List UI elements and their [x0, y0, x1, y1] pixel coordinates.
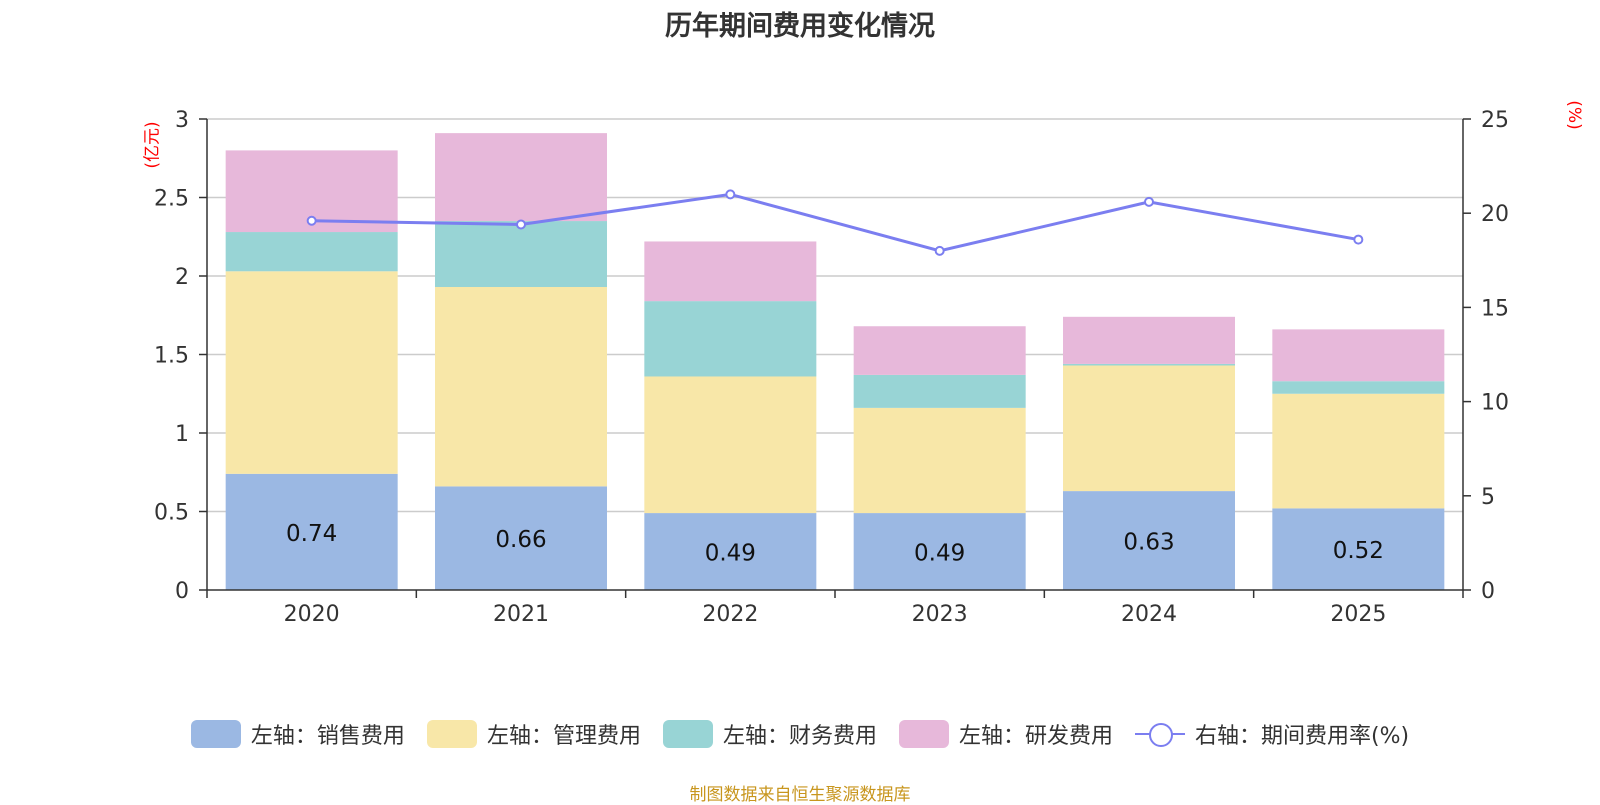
x-tick-label-2023: 2023 [912, 602, 968, 627]
legend-item-rnd[interactable]: 左轴：研发费用 [898, 718, 1113, 750]
right-tick-label-25: 25 [1481, 108, 1509, 133]
left-tick-label-2: 2 [175, 265, 189, 290]
bar-2020-series-2 [225, 232, 398, 272]
bar-label-2020: 0.74 [286, 521, 337, 547]
expense-rate-point-2021 [516, 219, 526, 230]
legend-label-sales: 左轴：销售费用 [250, 724, 405, 749]
left-tick-label-1.5: 1.5 [154, 344, 189, 369]
data-source-note: 制图数据来自恒生聚源数据库 [689, 785, 911, 805]
bar-2021-series-1 [435, 286, 607, 487]
legend-swatch-finance [662, 720, 713, 748]
legend-label-expense-rate: 右轴：期间费用率(%) [1194, 724, 1410, 749]
bar-2023-series-1 [853, 407, 1026, 514]
right-tick-label-20: 20 [1481, 202, 1509, 227]
x-tick-label-2025: 2025 [1330, 602, 1386, 627]
legend-swatch-admin [426, 720, 477, 748]
legend-item-admin[interactable]: 左轴：管理费用 [426, 718, 641, 750]
legend-label-rnd: 左轴：研发费用 [958, 724, 1113, 749]
left-tick-label-2.5: 2.5 [154, 187, 189, 212]
bar-2021-series-2 [435, 221, 607, 287]
expense-rate-point-2022 [725, 189, 736, 200]
chart-title: 历年期间费用变化情况 [665, 11, 935, 42]
right-tick-label-0: 0 [1481, 579, 1495, 604]
x-tick-label-2024: 2024 [1121, 602, 1177, 627]
bar-2024-series-2 [1063, 363, 1235, 366]
bar-2022-series-2 [644, 301, 817, 377]
legend-swatch-expense-rate [1134, 720, 1185, 748]
bar-2022-series-0 [644, 513, 817, 590]
bar-2022-series-1 [644, 376, 817, 514]
x-tick-label-2020: 2020 [284, 602, 340, 627]
bar-label-2024: 0.63 [1123, 530, 1174, 556]
bar-2023-series-0 [853, 513, 1026, 590]
bar-2024-series-1 [1063, 365, 1235, 492]
bar-2020-series-1 [225, 271, 398, 474]
left-tick-label-0.5: 0.5 [154, 501, 189, 526]
bar-label-2023: 0.49 [914, 541, 965, 567]
legend-swatch-rnd [898, 720, 949, 748]
right-tick-label-5: 5 [1481, 485, 1495, 510]
legend-item-sales[interactable]: 左轴：销售费用 [190, 718, 405, 750]
bar-2021-series-0 [435, 486, 607, 590]
expense-rate-line [311, 192, 1359, 253]
expense-rate-point-2025 [1353, 234, 1364, 245]
x-tick-label-2021: 2021 [493, 602, 549, 627]
left-tick-label-0: 0 [175, 579, 189, 604]
bar-2023-series-2 [853, 374, 1026, 408]
bar-label-2021: 0.66 [495, 527, 546, 553]
legend: 左轴：销售费用 左轴：管理费用 左轴：财务费用 左轴：研发费用 右轴：期间费用率… [0, 718, 1600, 750]
legend-item-expense-rate[interactable]: 右轴：期间费用率(%) [1134, 718, 1410, 750]
bar-label-2025: 0.52 [1333, 538, 1384, 564]
bar-2024-series-3 [1063, 316, 1235, 364]
bar-2022-series-3 [644, 241, 817, 302]
right-tick-label-15: 15 [1481, 296, 1509, 321]
bar-label-2022: 0.49 [705, 541, 756, 567]
bar-2024-series-0 [1063, 491, 1235, 590]
legend-label-admin: 左轴：管理费用 [486, 724, 641, 749]
bar-2023-series-3 [853, 326, 1026, 375]
legend-label-finance: 左轴：财务费用 [722, 724, 877, 749]
bar-2021-series-3 [435, 133, 607, 222]
expense-rate-point-2023 [934, 245, 945, 256]
expense-rate-point-2020 [306, 215, 317, 226]
right-tick-label-10: 10 [1481, 391, 1509, 416]
left-tick-label-1: 1 [175, 422, 189, 447]
legend-item-finance[interactable]: 左轴：财务费用 [662, 718, 877, 750]
bar-2025-series-2 [1272, 381, 1445, 394]
left-tick-label-3: 3 [175, 108, 189, 133]
bar-2020-series-0 [225, 473, 398, 590]
bar-2025-series-0 [1272, 508, 1445, 590]
x-tick-label-2022: 2022 [702, 602, 758, 627]
legend-swatch-sales [190, 720, 241, 748]
bar-2025-series-3 [1272, 329, 1445, 382]
expense-rate-point-2024 [1144, 196, 1154, 207]
bar-2025-series-1 [1272, 393, 1445, 509]
